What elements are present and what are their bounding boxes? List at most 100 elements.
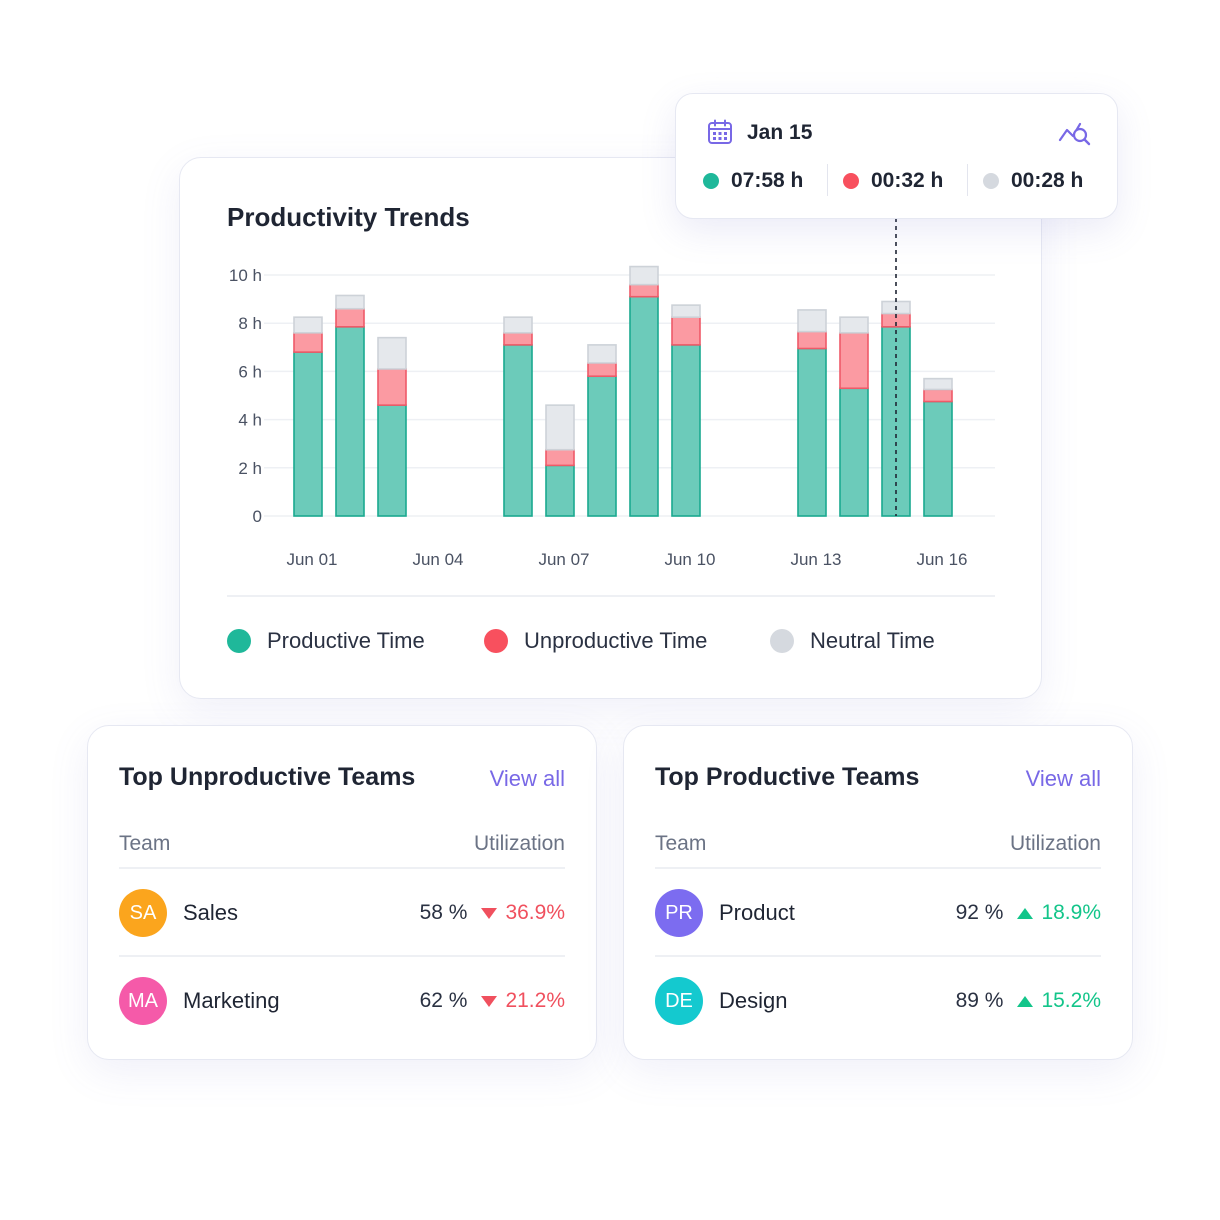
bar-productive (335, 326, 365, 517)
tooltip-unproductive-value: 00:32 h (871, 169, 944, 192)
bar-neutral (839, 316, 869, 334)
utilization-change: 18.9% (1041, 901, 1101, 924)
utilization-change: 36.9% (505, 901, 565, 924)
x-tick-label: Jun 10 (664, 550, 715, 569)
legend-dot-icon (770, 629, 794, 653)
avatar: MA (119, 977, 167, 1025)
legend-item-unproductive: Unproductive Time (484, 628, 707, 654)
legend-item-neutral: Neutral Time (770, 628, 935, 654)
bar-productive (839, 387, 869, 517)
utilization-value: 62 % (419, 989, 468, 1012)
bar-unproductive (629, 283, 659, 298)
bar-productive (503, 344, 533, 517)
y-tick-label: 0 (253, 507, 262, 526)
trend-up-icon (1017, 907, 1034, 919)
team-name: Design (719, 988, 788, 1013)
bar-productive (923, 400, 953, 517)
legend-label: Neutral Time (810, 628, 935, 653)
bar-neutral (545, 404, 575, 451)
y-tick-label: 6 h (238, 362, 262, 381)
top-productive-teams-card: Top Productive Teams View all Team Utili… (623, 725, 1133, 1060)
bar-unproductive (923, 388, 953, 403)
divider (655, 955, 1101, 957)
trend-down-icon (481, 907, 498, 919)
trend-up-icon (1017, 995, 1034, 1007)
utilization-value: 58 % (419, 901, 468, 924)
y-tick-label: 4 h (238, 411, 262, 430)
y-tick-label: 10 h (229, 266, 262, 285)
bar-neutral (797, 309, 827, 333)
team-name: Marketing (183, 988, 280, 1013)
bar-productive (377, 404, 407, 517)
bar-productive (797, 347, 827, 517)
bar-unproductive (671, 316, 701, 346)
table-row[interactable]: PR Product 92 % 18.9% (655, 889, 1101, 937)
bar-productive (293, 351, 323, 517)
column-header-utilization: Utilization (1009, 832, 1101, 855)
bar-neutral (503, 316, 533, 334)
chart-tooltip: Jan 15 07:58 h 00:32 h 00:28 h (675, 93, 1118, 219)
bar-unproductive (797, 330, 827, 350)
bar-productive (629, 295, 659, 517)
tooltip-neutral: 00:28 h (983, 169, 1083, 193)
x-tick-label: Jun 04 (412, 550, 463, 569)
neutral-dot-icon (983, 173, 999, 189)
card-title: Top Unproductive Teams (119, 763, 416, 791)
bar-productive (671, 344, 701, 517)
legend-dot-icon (227, 629, 251, 653)
view-all-link[interactable]: View all (1025, 766, 1101, 791)
tooltip-divider (967, 164, 968, 196)
y-tick-label: 8 h (238, 314, 262, 333)
y-tick-label: 2 h (238, 459, 262, 478)
divider (119, 955, 565, 957)
column-header-team: Team (119, 832, 171, 855)
productivity-chart: 0 2 h 4 h 6 h 8 h 10 h Jun 01 Jun 04 Jun 07 Jun 1… (227, 218, 995, 597)
bar-neutral (923, 377, 953, 391)
bar-neutral (671, 304, 701, 318)
column-header-team: Team (655, 832, 707, 855)
bar-neutral (377, 336, 407, 370)
bar-unproductive (335, 307, 365, 328)
bar-unproductive (545, 448, 575, 467)
legend-label: Productive Time (267, 628, 425, 653)
utilization-value: 92 % (955, 901, 1004, 924)
unproductive-dot-icon (843, 173, 859, 189)
x-tick-label: Jun 01 (286, 550, 337, 569)
utilization-change: 21.2% (505, 989, 565, 1012)
tooltip-productive-value: 07:58 h (731, 169, 804, 192)
divider (119, 867, 565, 869)
utilization-value: 89 % (955, 989, 1004, 1012)
bar-unproductive (587, 362, 617, 378)
tooltip-date: Jan 15 (747, 121, 813, 144)
tooltip-neutral-value: 00:28 h (1011, 169, 1084, 192)
bar-unproductive (839, 332, 869, 390)
chart-search-icon[interactable] (1058, 118, 1092, 148)
productivity-trends-card: Productivity Trends 0 2 h 4 h 6 h 8 h 10 h Jun… (179, 157, 1042, 699)
team-name: Sales (183, 900, 239, 925)
avatar: SA (119, 889, 167, 937)
avatar: PR (655, 889, 703, 937)
x-tick-label: Jun 13 (790, 550, 841, 569)
bar-neutral (335, 294, 365, 310)
legend-dot-icon (484, 629, 508, 653)
column-header-utilization: Utilization (473, 832, 565, 855)
bar-unproductive (503, 332, 533, 346)
productive-dot-icon (703, 173, 719, 189)
bar-productive (587, 375, 617, 517)
bar-unproductive (293, 332, 323, 353)
table-row[interactable]: MA Marketing 62 % 21.2% (119, 977, 565, 1025)
tooltip-unproductive: 00:32 h (843, 169, 943, 193)
legend-label: Unproductive Time (524, 628, 708, 653)
tooltip-divider (827, 164, 828, 196)
tooltip-productive: 07:58 h (703, 169, 803, 193)
x-tick-label: Jun 07 (538, 550, 589, 569)
x-tick-label: Jun 16 (916, 550, 967, 569)
table-row[interactable]: SA Sales 58 % 36.9% (119, 889, 565, 937)
table-row[interactable]: DE Design 89 % 15.2% (655, 977, 1101, 1025)
bar-neutral (629, 265, 659, 286)
view-all-link[interactable]: View all (489, 766, 565, 791)
chart-title: Productivity Trends (227, 202, 470, 232)
bar-neutral (587, 344, 617, 364)
top-unproductive-teams-card: Top Unproductive Teams View all Team Uti… (87, 725, 597, 1060)
bar-neutral (293, 316, 323, 334)
